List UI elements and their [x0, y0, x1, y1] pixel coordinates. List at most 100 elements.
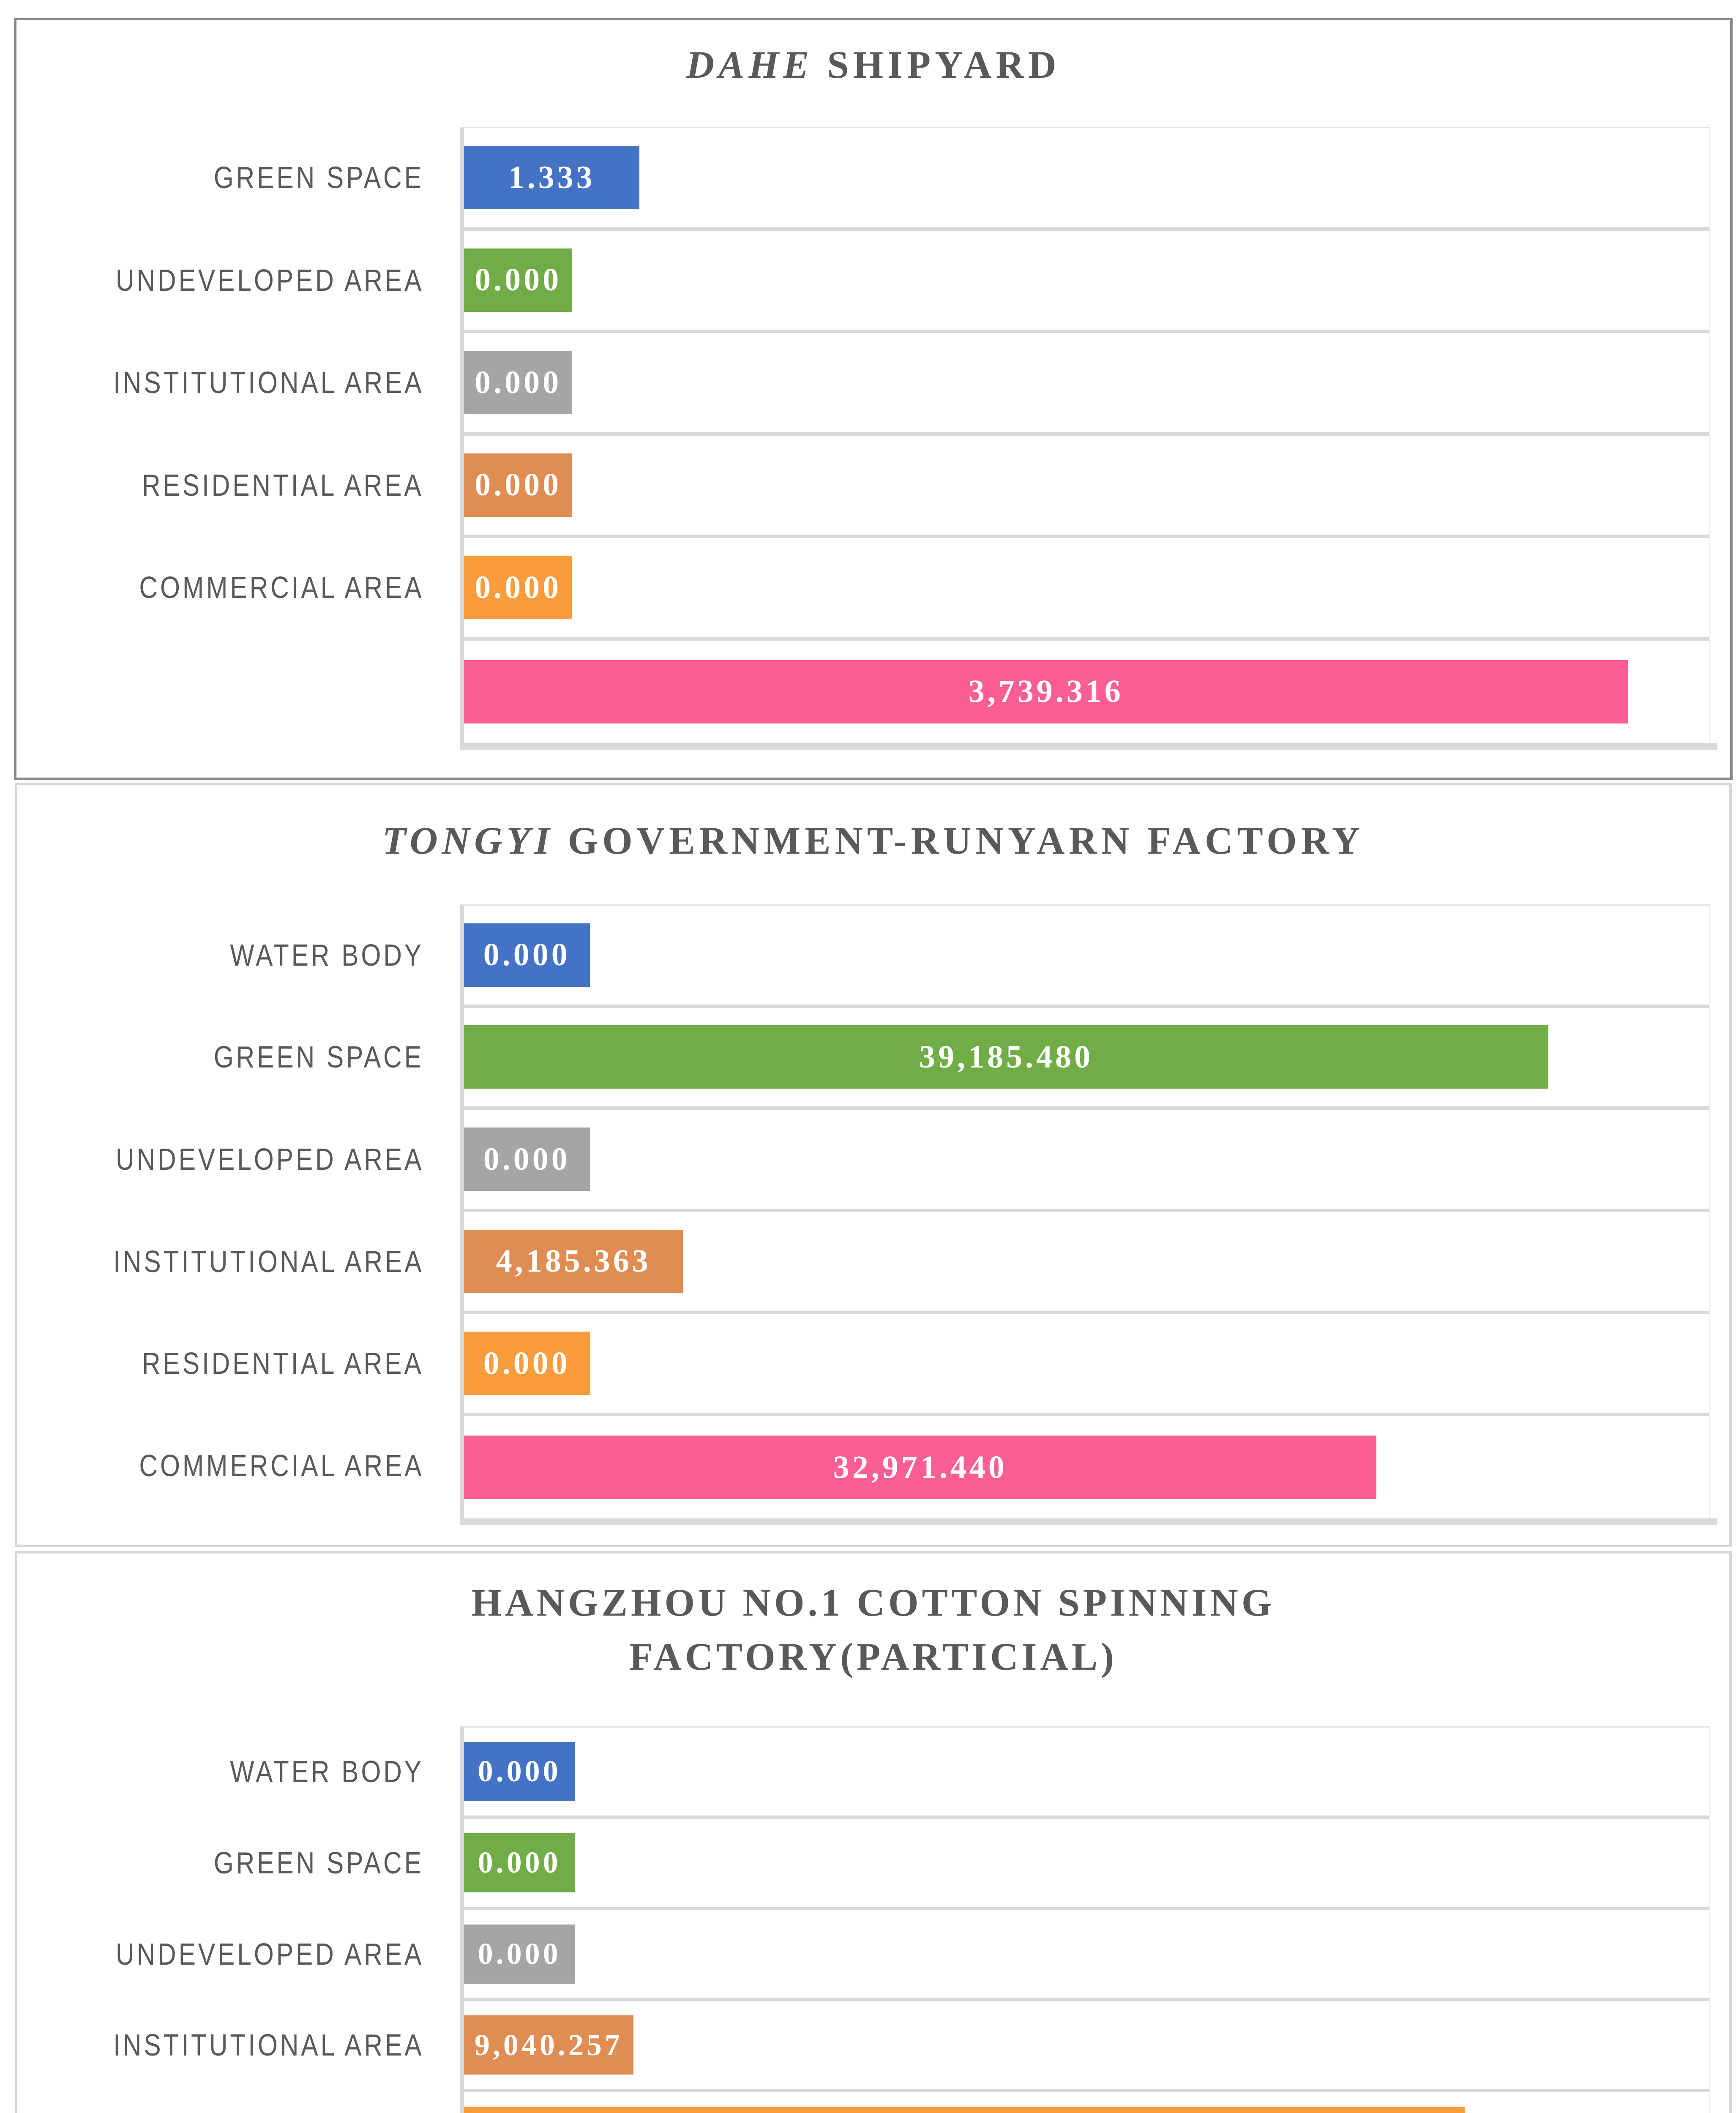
category-label-text: WATER BODY [230, 1755, 424, 1789]
bar: 3,739.316 [464, 660, 1628, 723]
chart-title-line: HANGZHOU NO.1 COTTON SPINNING [17, 1575, 1729, 1630]
bar-value-label: 0.000 [478, 1754, 561, 1788]
category-label-text: COMMERCIAL AREA [139, 571, 424, 605]
category-labels: WATER BODY GREEN SPACE UNDEVELOPED AREA INS… [17, 1726, 424, 2113]
plot-band: 39,185.480 [464, 1008, 1709, 1110]
plot-band: 0.000 [464, 231, 1709, 333]
bar-value-label: 1.333 [508, 159, 595, 195]
bar: 0.000 [464, 248, 573, 312]
category-label-text: INSTITUTIONAL AREA [113, 1245, 424, 1279]
plot-band: 0.000 [464, 1819, 1709, 1910]
category-label: INSTITUTIONAL AREA [16, 332, 424, 434]
category-label: INSTITUTIONAL AREA [17, 2000, 424, 2091]
plot-band: 0.000 [464, 906, 1709, 1008]
category-label: RESIDENTIAL AREA [16, 434, 424, 537]
chart-title-line: DAHE SHIPYARD [16, 42, 1730, 87]
plot-band: 48,348.156 [464, 2092, 1709, 2113]
category-label-text: RESIDENTIAL AREA [142, 468, 424, 502]
category-label-text: GREEN SPACE [213, 1846, 424, 1880]
chart-panel-tongyi-factory: TONGYI GOVERNMENT-RUNYARN FACTORY WATER … [15, 783, 1732, 1547]
bar: 0.000 [464, 351, 573, 415]
bar-value-label: 0.000 [483, 937, 570, 973]
title-segment: GOVERNMENT-RUNYARN FACTORY [554, 819, 1365, 862]
bar-value-label: 0.000 [478, 1845, 561, 1880]
bar-value-label: 9,040.257 [474, 2028, 623, 2062]
category-label-text: UNDEVELOPED AREA [115, 1937, 424, 1971]
bar: 0.000 [464, 1833, 575, 1892]
category-label: UNDEVELOPED AREA [17, 1909, 424, 2000]
chart-title: HANGZHOU NO.1 COTTON SPINNING FACTORY(PAR… [17, 1575, 1729, 1684]
bar: 0.000 [464, 1127, 590, 1191]
bar: 0.000 [464, 556, 573, 620]
plot-band: 0.000 [464, 436, 1709, 538]
category-label-text: GREEN SPACE [213, 161, 424, 195]
bar-value-label: 0.000 [475, 569, 562, 605]
bar-value-label: 0.000 [475, 262, 562, 298]
category-label: WATER BODY [17, 1726, 424, 1818]
bar: 4,185.363 [464, 1229, 683, 1293]
chart-title-line: FACTORY(PARTICIAL) [17, 1630, 1729, 1684]
plot-band: 0.000 [464, 1728, 1709, 1819]
bar-value-label: 0.000 [478, 1937, 561, 1971]
category-label: WATER BODY [17, 904, 424, 1007]
bar: 0.000 [464, 923, 590, 987]
bar: 39,185.480 [464, 1025, 1548, 1089]
category-label-text: UNDEVELOPED AREA [115, 1143, 424, 1177]
category-label-text: GREEN SPACE [213, 1040, 424, 1075]
bar: 1.333 [464, 146, 640, 210]
bar: 32,971.440 [464, 1436, 1377, 1499]
plot-band: 0.000 [464, 1110, 1709, 1212]
category-label: GREEN SPACE [17, 1007, 424, 1109]
chart-title-line: TONGYI GOVERNMENT-RUNYARN FACTORY [17, 818, 1729, 863]
bar: 0.000 [464, 1332, 590, 1395]
title-segment: FACTORY(PARTICIAL) [629, 1635, 1117, 1678]
bar-value-label: 0.000 [483, 1141, 570, 1177]
category-label-text: INSTITUTIONAL AREA [113, 2028, 424, 2063]
bar: 0.000 [464, 1742, 575, 1801]
plot-area: 1.333 0.000 0.000 0.000 0.000 3,739.316 [460, 127, 1717, 750]
plot-band: 0.000 [464, 538, 1709, 641]
category-label: UNDEVELOPED AREA [17, 1108, 424, 1211]
bar-value-label: 4,185.363 [496, 1243, 651, 1279]
category-label: RESIDENTIAL AREA [17, 2091, 424, 2113]
bar-value-label: 39,185.480 [919, 1039, 1093, 1075]
category-label: COMMERCIAL AREA [16, 537, 424, 639]
bar: 0.000 [464, 1924, 575, 1984]
title-segment: TONGYI [382, 819, 554, 862]
title-segment: HANGZHOU NO.1 COTTON SPINNING [471, 1581, 1275, 1624]
bar-value-label: 32,971.440 [833, 1449, 1007, 1485]
category-label: INSTITUTIONAL AREA [17, 1211, 424, 1313]
bar-value-label: 0.000 [475, 467, 562, 503]
plot-band: 1.333 [464, 128, 1709, 231]
category-label-text: COMMERCIAL AREA [139, 1449, 424, 1483]
category-labels: WATER BODY GREEN SPACE UNDEVELOPED AREA INS… [17, 904, 424, 1517]
plot-band: 32,971.440 [464, 1416, 1709, 1518]
plot-band: 9,040.257 [464, 2001, 1709, 2093]
chart-panel-dahe-shipyard: DAHE SHIPYARD GREEN SPACE UNDEVELOPED ARE… [14, 18, 1733, 780]
category-labels: GREEN SPACE UNDEVELOPED AREA INSTITUTIONAL… [16, 127, 424, 742]
chart-panel-hangzhou-cotton-factory: HANGZHOU NO.1 COTTON SPINNING FACTORY(PAR… [15, 1551, 1732, 2113]
category-label: COMMERCIAL AREA [17, 1415, 424, 1517]
bar: 9,040.257 [464, 2015, 633, 2075]
plot-band: 0.000 [464, 1910, 1709, 2001]
category-label: UNDEVELOPED AREA [16, 229, 424, 332]
bar-value-label: 0.000 [475, 364, 562, 400]
category-label: GREEN SPACE [17, 1818, 424, 1909]
category-label-text: WATER BODY [230, 938, 424, 972]
title-segment: DAHE [686, 43, 813, 86]
bar-value-label: 0.000 [483, 1345, 570, 1381]
chart-title: DAHE SHIPYARD [16, 42, 1730, 87]
title-segment: SHIPYARD [813, 43, 1061, 86]
category-label: GREEN SPACE [16, 127, 424, 229]
plot-band: 4,185.363 [464, 1212, 1709, 1314]
chart-title: TONGYI GOVERNMENT-RUNYARN FACTORY [17, 818, 1729, 863]
category-label [16, 639, 424, 742]
bar: 0.000 [464, 453, 573, 517]
plot-band: 0.000 [464, 1314, 1709, 1417]
plot-band: 3,739.316 [464, 641, 1709, 743]
category-label: RESIDENTIAL AREA [17, 1313, 424, 1415]
plot-area: 0.000 39,185.480 0.000 4,185.363 0.000 32,971… [460, 904, 1717, 1525]
category-label-text: INSTITUTIONAL AREA [113, 366, 424, 400]
plot-band: 0.000 [464, 333, 1709, 436]
